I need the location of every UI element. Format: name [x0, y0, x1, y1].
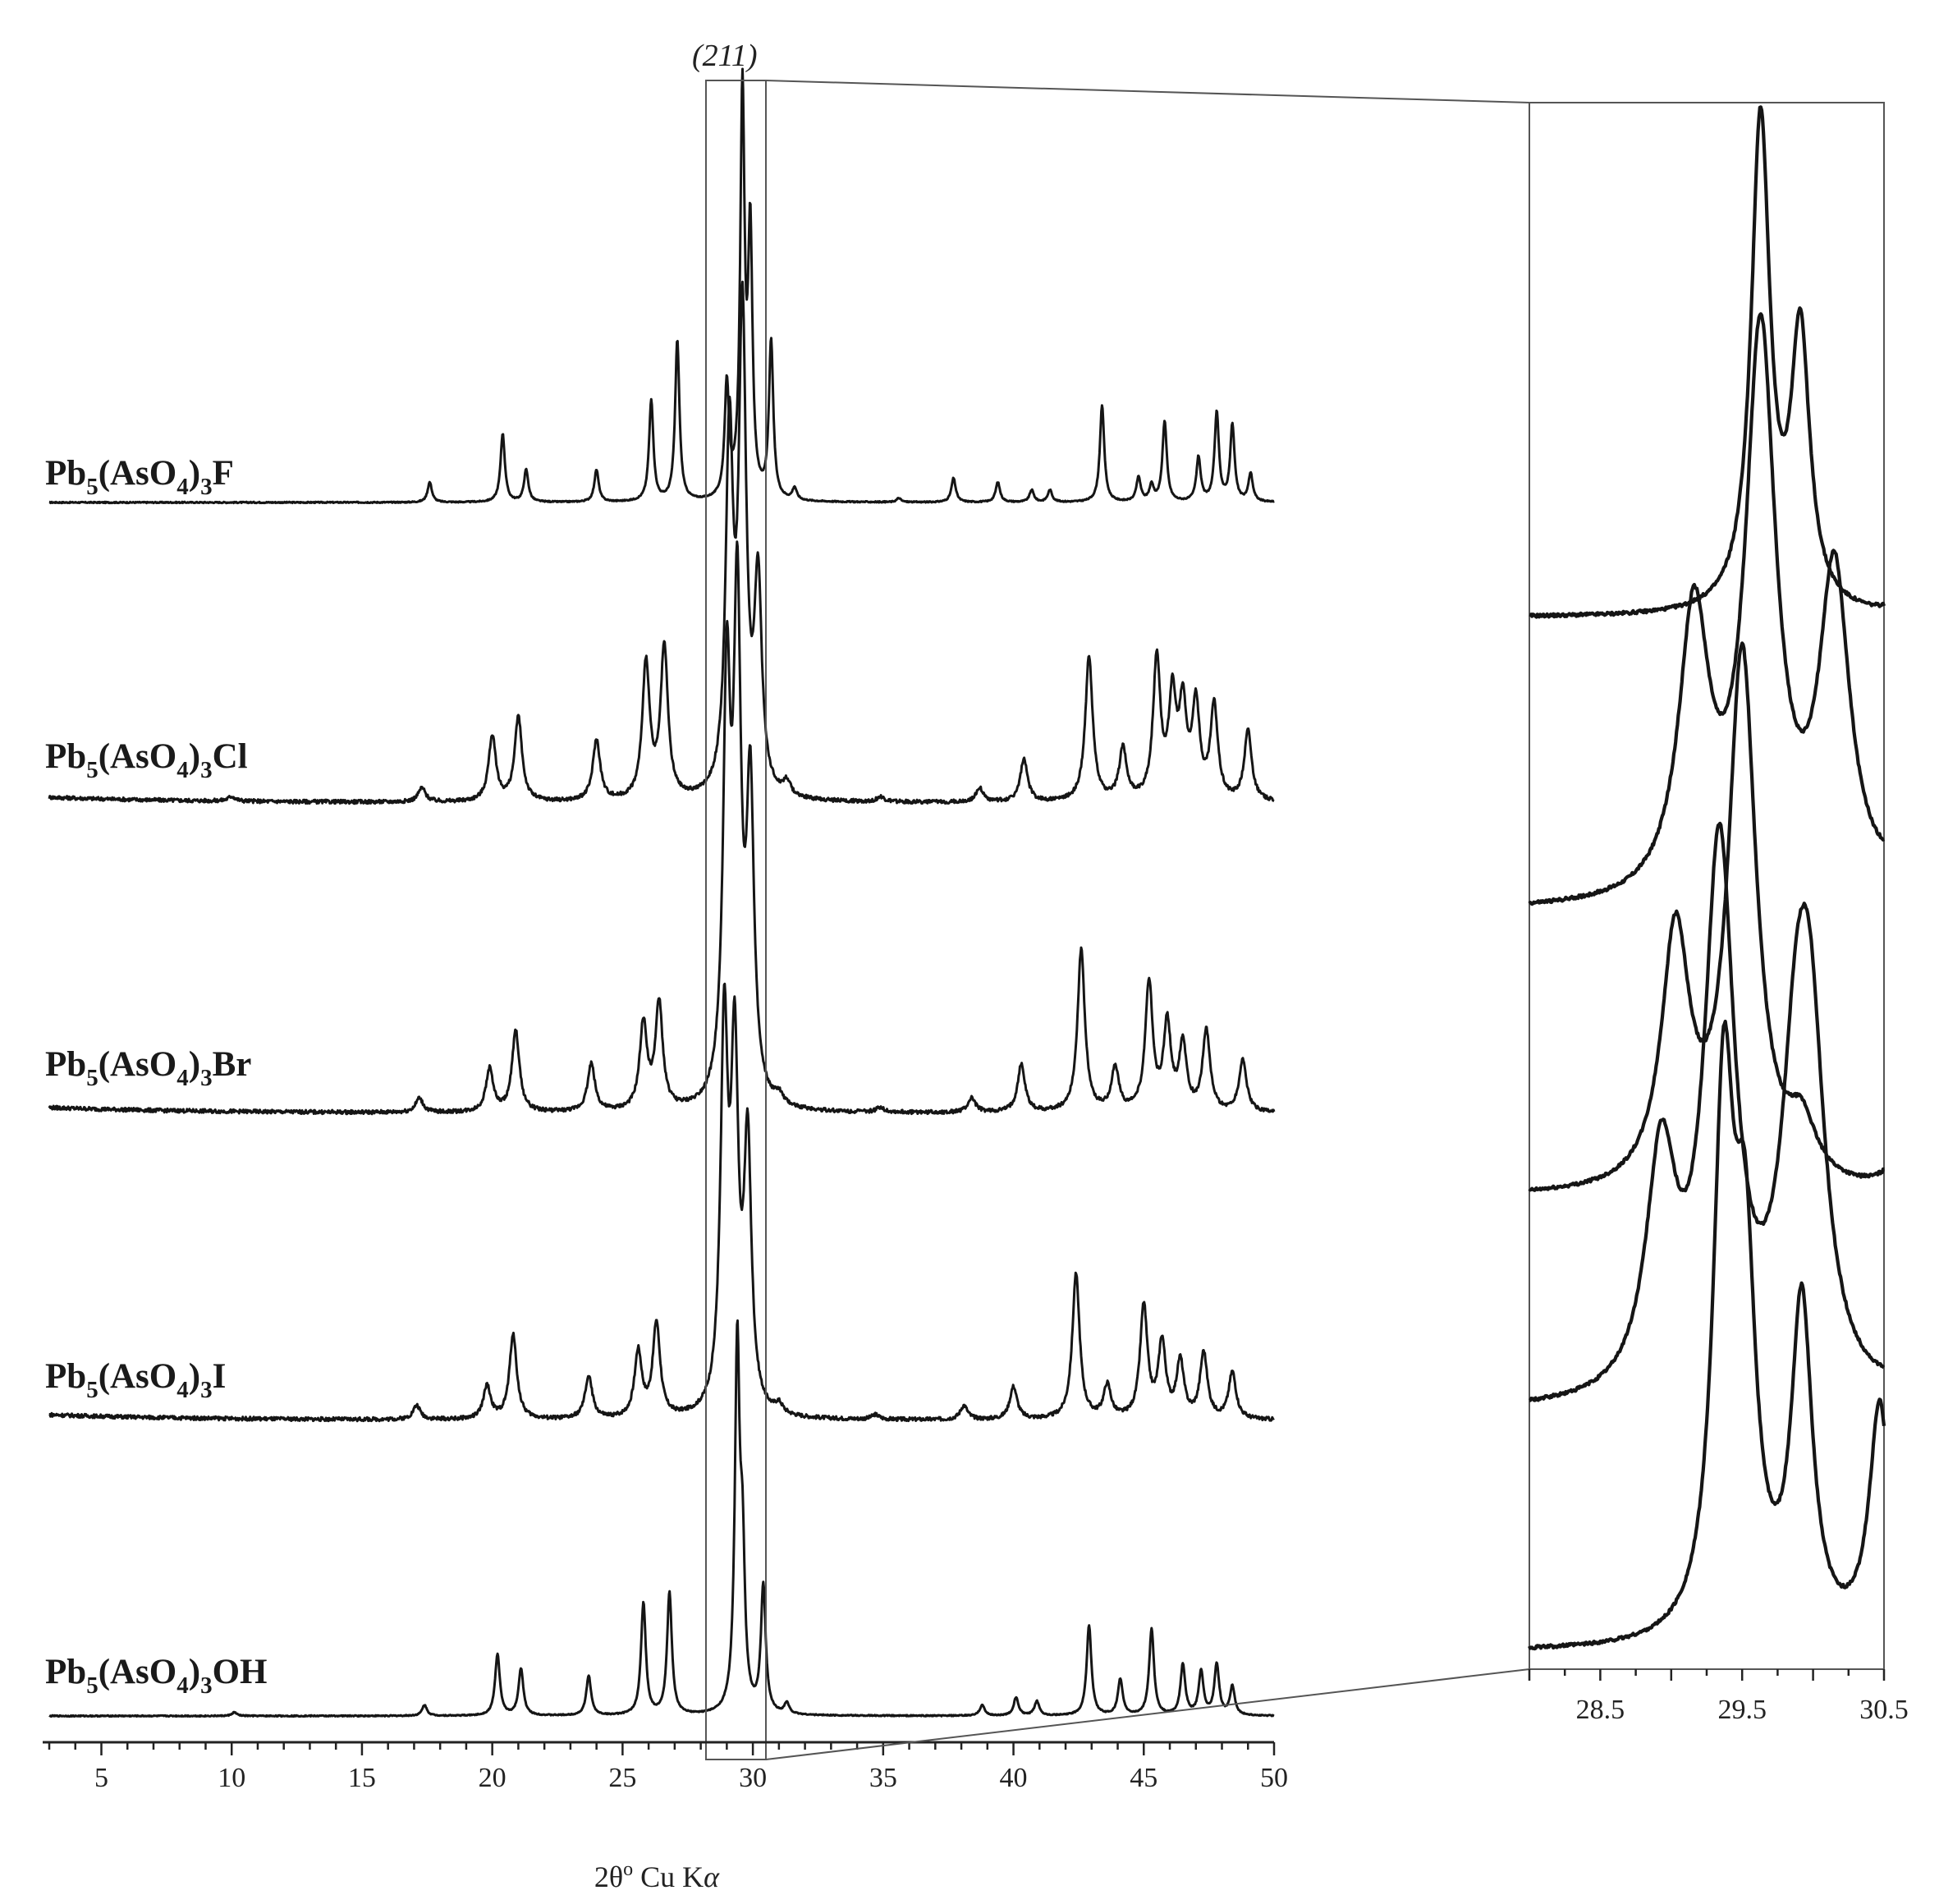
zoom-connector-bottom [765, 1668, 1530, 1760]
annotation-211: (211) [692, 39, 758, 73]
highlight-box-211 [704, 80, 767, 1760]
x-tick-label: 35 [869, 1763, 897, 1793]
inset-x-tick-label: 30.5 [1859, 1695, 1909, 1725]
inset-x-tick-label: 28.5 [1576, 1695, 1625, 1725]
inset-trace-oh [1528, 1019, 1886, 1651]
x-axis-title: 2θo Cu Kα [594, 1859, 720, 1893]
x-tick-label: 25 [608, 1763, 636, 1793]
inset-trace-f [1529, 105, 1886, 619]
x-tick-label: 10 [218, 1763, 245, 1793]
x-tick-label: 50 [1260, 1763, 1288, 1793]
series-label-cl: Pb5(AsO4)3Cl [45, 737, 248, 783]
inset-x-tick-label: 29.5 [1717, 1695, 1767, 1725]
x-tick-label: 20 [479, 1763, 507, 1793]
xrd-trace-br [48, 540, 1276, 1116]
xrd-trace-oh [48, 1319, 1275, 1718]
x-tick-label: 45 [1130, 1763, 1157, 1793]
zoom-connector-top [765, 80, 1530, 103]
inset-zoom-panel: 28.5 29.5 30.5 [1528, 102, 1909, 1725]
main-xrd-panel: Pb5(AsO4)3F Pb5(AsO4)3Cl Pb5(AsO4)3Br Pb… [43, 39, 1288, 1893]
inset-x-tick-labels: 28.5 29.5 30.5 [1576, 1695, 1909, 1725]
series-label-br: Pb5(AsO4)3Br [45, 1045, 251, 1091]
xrd-trace-cl [48, 280, 1275, 805]
xrd-trace-i [48, 982, 1275, 1423]
series-label-oh: Pb5(AsO4)3OH [45, 1653, 267, 1699]
x-tick-label: 5 [94, 1763, 108, 1793]
xrd-trace-f [48, 67, 1275, 505]
inset-x-ticks [1528, 1669, 1886, 1681]
series-labels: Pb5(AsO4)3F Pb5(AsO4)3Cl Pb5(AsO4)3Br Pb… [45, 454, 267, 1699]
main-traces [48, 67, 1276, 1718]
inset-trace-cl [1528, 312, 1886, 906]
x-axis-tick-labels: 5 10 15 20 25 30 35 40 45 50 [94, 1763, 1288, 1793]
x-axis-ticks [48, 1742, 1276, 1755]
inset-traces [1528, 105, 1886, 1651]
inset-trace-br [1528, 641, 1885, 1192]
inset-trace-i [1529, 821, 1886, 1402]
x-tick-label: 40 [1000, 1763, 1028, 1793]
x-tick-label: 15 [348, 1763, 376, 1793]
series-label-f: Pb5(AsO4)3F [45, 454, 234, 500]
x-tick-label: 30 [739, 1763, 767, 1793]
series-label-i: Pb5(AsO4)3I [45, 1357, 226, 1403]
